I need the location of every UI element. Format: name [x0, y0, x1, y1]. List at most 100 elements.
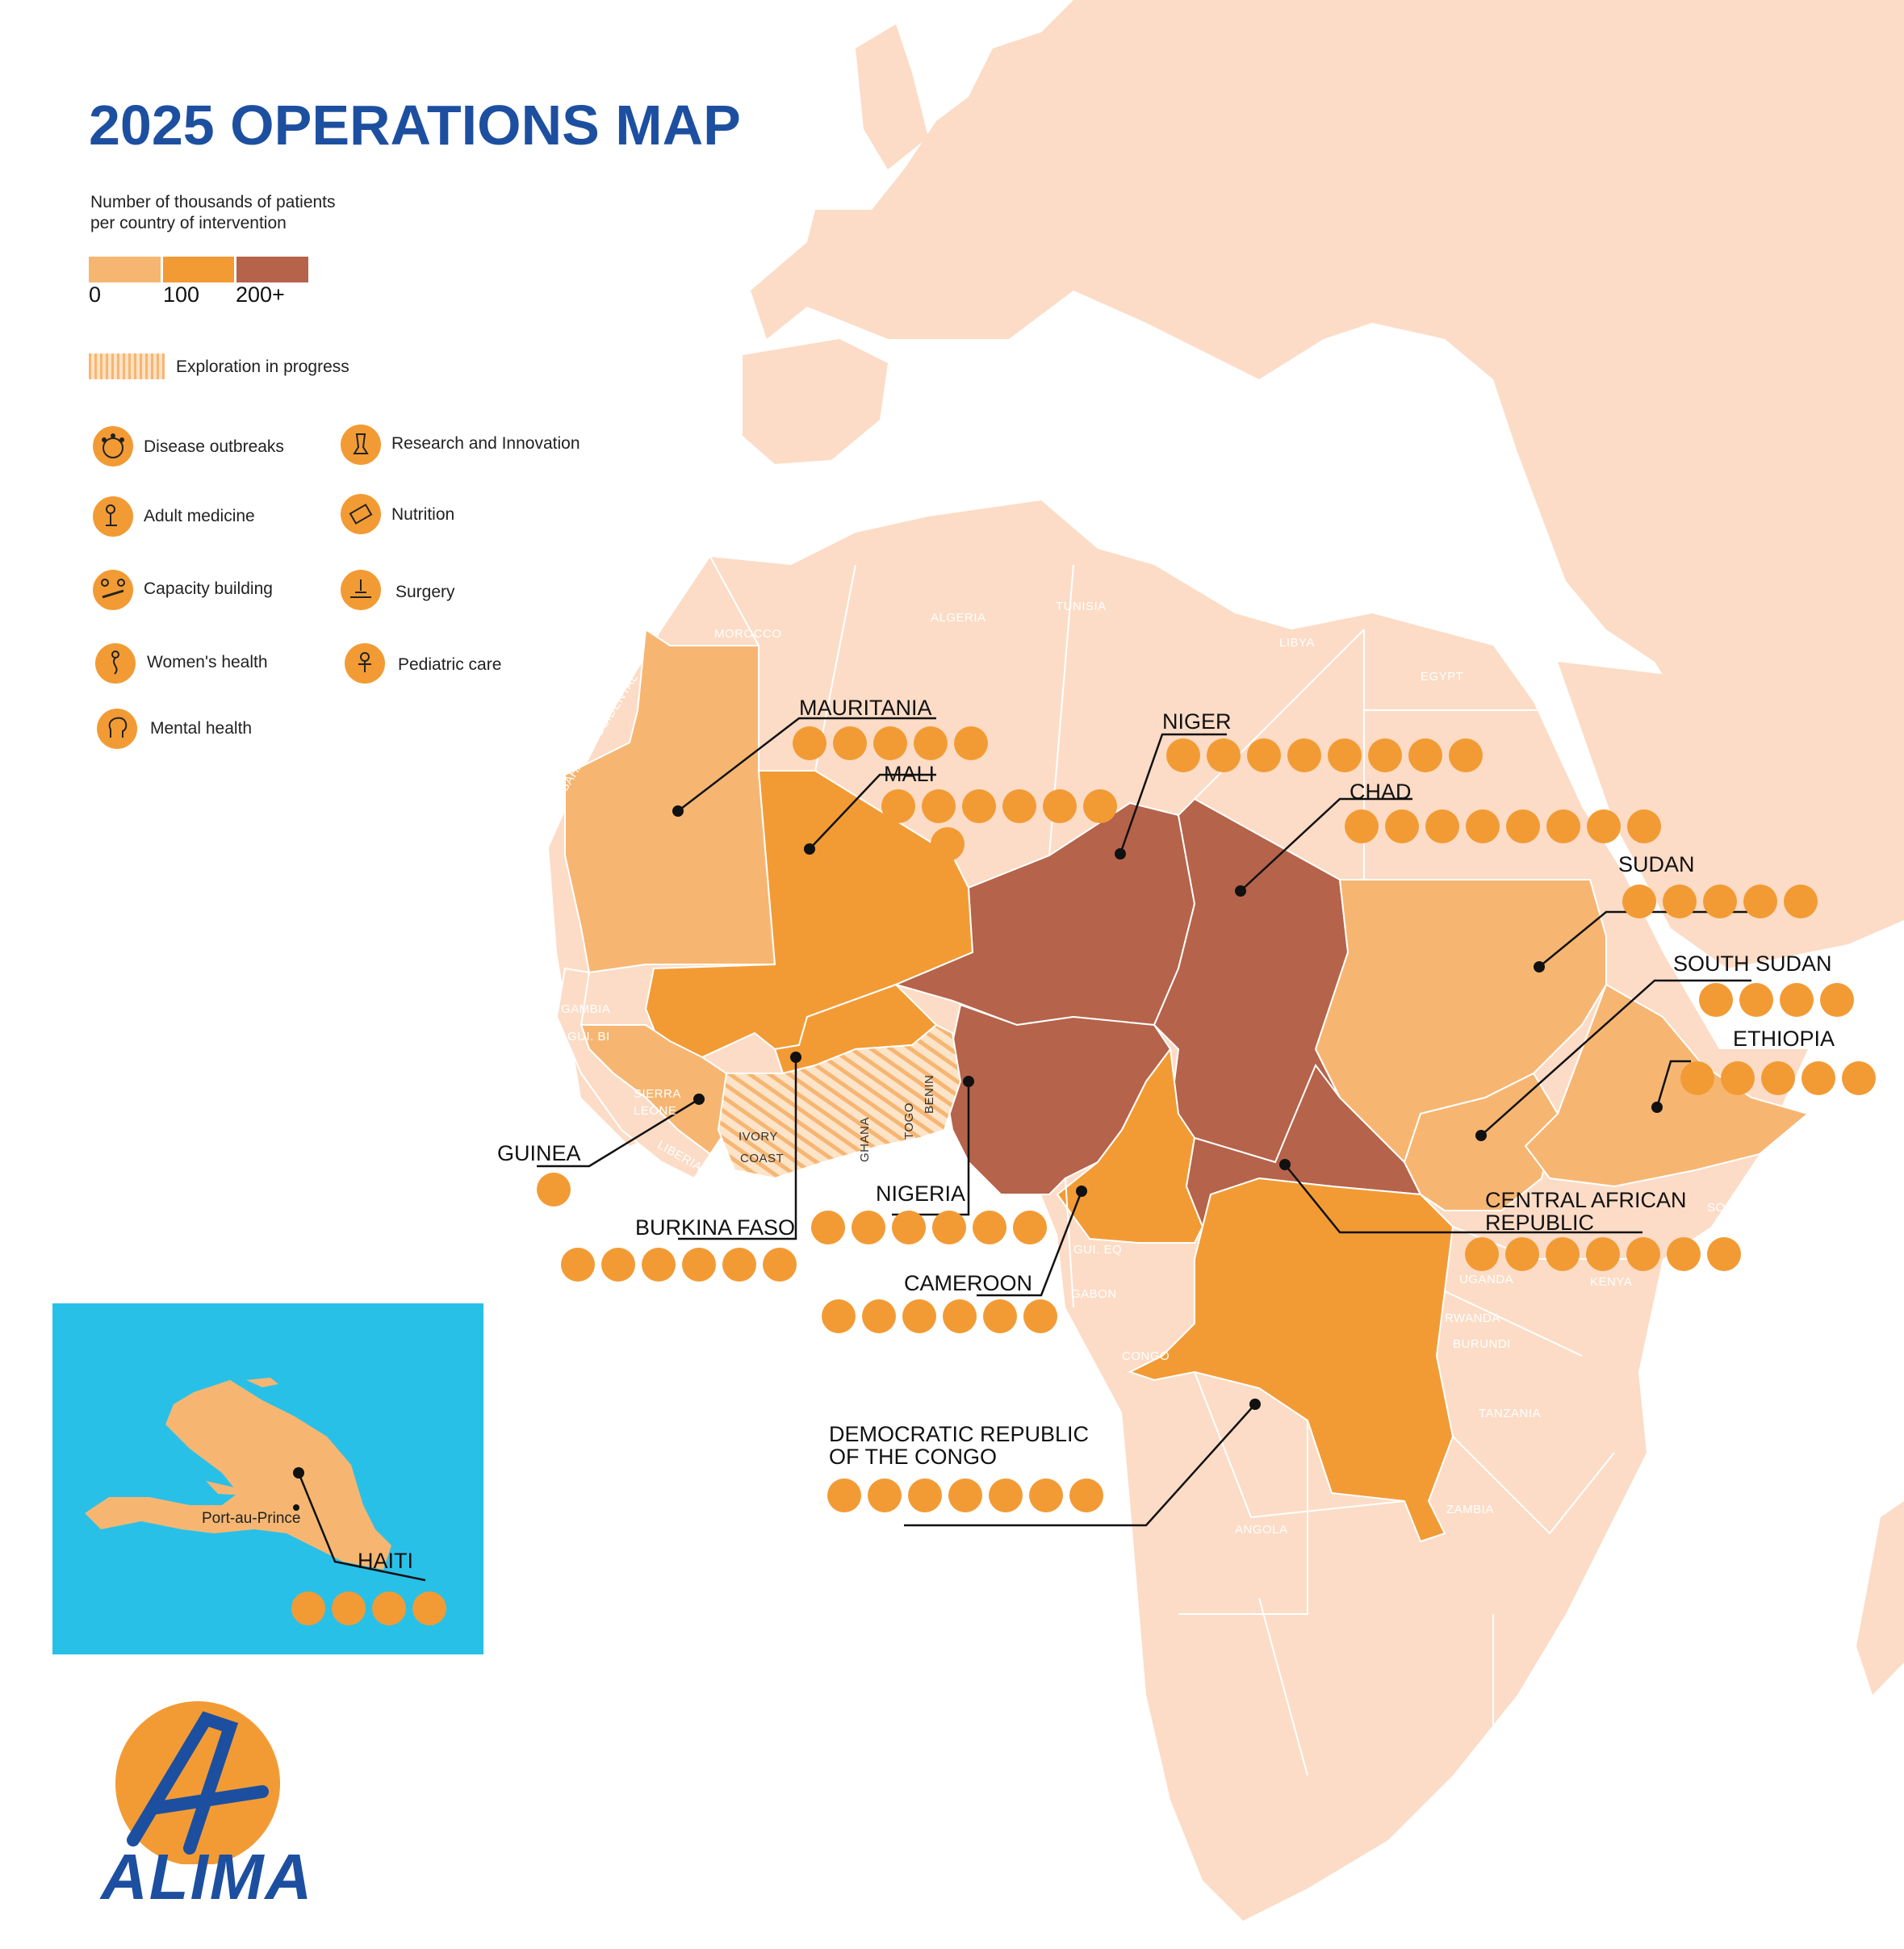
- womens-health-icon: [642, 1248, 676, 1282]
- label-togo: TOGO: [902, 1102, 916, 1140]
- research-innovation-icon: [537, 1173, 571, 1207]
- adult-medicine-icon: [1801, 1061, 1835, 1095]
- pediatric-care-icon: [561, 1248, 595, 1282]
- haiti-island: [85, 1380, 391, 1570]
- mental-health-icon: [1587, 809, 1621, 843]
- label-mali: MALI: [884, 762, 935, 786]
- scale-label-200: 200+: [236, 282, 285, 307]
- label-somalia: SOMALIA: [1707, 1201, 1764, 1215]
- label-cameroon: CAMEROON: [904, 1271, 1033, 1295]
- haiti-inset: Port-au-Prince HAITI: [52, 1303, 483, 1654]
- label-ethiopia: ETHIOPIA: [1733, 1027, 1835, 1051]
- nutrition-icon: [1546, 1237, 1580, 1271]
- icons-car: [1465, 1237, 1741, 1271]
- adult-medicine-icon: [1703, 885, 1737, 918]
- pediatric-care-icon: [1069, 1478, 1103, 1512]
- label-sierra-2: LEONE: [634, 1104, 677, 1118]
- adult-medicine-icon: [1626, 1237, 1660, 1271]
- mental-health-icon: [1707, 1237, 1741, 1271]
- label-drc-line2: OF THE CONGO: [829, 1445, 998, 1469]
- icons-mali: [881, 789, 1117, 823]
- icons-burkina-faso: [561, 1248, 797, 1282]
- pediatric-care-icon: [1465, 1237, 1499, 1271]
- mental-health-icon: [97, 709, 137, 749]
- adult-medicine-icon: [682, 1248, 716, 1282]
- scale-high: [236, 257, 309, 282]
- legend-surgery: Surgery: [395, 583, 455, 601]
- womens-health-icon: [95, 643, 136, 684]
- research-innovation-icon: [908, 1478, 942, 1512]
- disease-outbreaks-icon: [873, 726, 907, 760]
- legend-nutrition: Nutrition: [391, 505, 455, 524]
- mental-health-icon: [1029, 1478, 1063, 1512]
- page-title: 2025 OPERATIONS MAP: [89, 93, 741, 157]
- legend-womens-health: Women's health: [147, 653, 268, 671]
- adult-medicine-icon: [1328, 738, 1362, 772]
- nutrition-icon: [291, 1591, 325, 1625]
- label-morocco: MOROCCO: [714, 627, 782, 641]
- adult-medicine-icon: [1780, 983, 1814, 1017]
- label-burkina-faso: BURKINA FASO: [635, 1215, 796, 1240]
- label-drc-line1: DEMOCRATIC REPUBLIC: [829, 1422, 1090, 1446]
- legend-pediatric-care: Pediatric care: [398, 655, 502, 674]
- border-lines: [709, 556, 1630, 1776]
- adult-medicine-icon: [914, 726, 948, 760]
- madagascar: [1856, 1501, 1904, 1695]
- pediatric-care-icon: [931, 827, 965, 861]
- legend-disease-outbreaks: Disease outbreaks: [144, 437, 284, 456]
- mental-health-icon: [954, 726, 988, 760]
- capacity-building-icon: [1023, 1299, 1057, 1333]
- scale-label-100: 100: [163, 282, 200, 307]
- womens-health-icon: [1663, 885, 1697, 918]
- uk: [856, 24, 928, 169]
- disease-outbreaks-icon: [1166, 738, 1200, 772]
- gonave: [206, 1481, 246, 1495]
- adult-medicine-icon: [983, 1299, 1017, 1333]
- icons-cameroon: [822, 1299, 1057, 1333]
- label-drc: DEMOCRATIC REPUBLIC OF THE CONGO: [829, 1423, 1089, 1468]
- label-guinea: GUINEA: [497, 1141, 581, 1165]
- pediatric-care-icon: [811, 1211, 845, 1244]
- capacity-building-icon: [763, 1248, 797, 1282]
- nutrition-icon: [1385, 809, 1419, 843]
- nutrition-icon: [902, 1299, 936, 1333]
- mental-health-icon: [1083, 789, 1117, 823]
- title-rest: OPERATIONS MAP: [214, 94, 741, 157]
- arabia: [1558, 662, 1904, 968]
- mental-health-icon: [862, 1299, 896, 1333]
- womens-health-icon: [1287, 738, 1321, 772]
- womens-health-icon: [943, 1299, 977, 1333]
- label-gambia: GAMBIA: [561, 1002, 611, 1016]
- capacity-building-icon: [93, 570, 133, 610]
- pediatric-care-icon: [1820, 983, 1854, 1017]
- capacity-building-icon: [1043, 789, 1077, 823]
- label-algeria: ALGERIA: [931, 611, 986, 625]
- adult-medicine-icon: [1506, 809, 1540, 843]
- pediatric-care-icon: [345, 643, 385, 684]
- label-uganda: UGANDA: [1459, 1273, 1514, 1286]
- adult-medicine-icon: [332, 1591, 366, 1625]
- label-tanzania: TANZANIA: [1479, 1407, 1542, 1420]
- icons-guinea: [537, 1173, 571, 1207]
- label-kenya: KENYA: [1590, 1275, 1633, 1289]
- surgery-icon: [722, 1248, 756, 1282]
- research-innovation-icon: [341, 425, 381, 465]
- capacity-building-icon: [1546, 809, 1580, 843]
- pediatric-care-icon: [1680, 1061, 1714, 1095]
- disease-outbreaks-icon: [852, 1211, 885, 1244]
- label-nigeria: NIGERIA: [876, 1182, 966, 1206]
- label-sierra-1: SIERRA: [634, 1087, 681, 1101]
- patients-caption-line1: Number of thousands of patients: [90, 193, 336, 211]
- research-innovation-icon: [1425, 809, 1459, 843]
- label-benin: BENIN: [923, 1074, 936, 1114]
- label-ghana: GHANA: [858, 1117, 872, 1162]
- nutrition-icon: [892, 1211, 926, 1244]
- womens-health-icon: [1739, 983, 1773, 1017]
- womens-health-icon: [962, 789, 996, 823]
- icons-ethiopia: [1680, 1061, 1876, 1095]
- exploration-swatch: [89, 353, 165, 379]
- icons-haiti: [291, 1591, 446, 1625]
- label-ivory-1: IVORY: [739, 1130, 778, 1144]
- icons-chad: [1345, 809, 1661, 843]
